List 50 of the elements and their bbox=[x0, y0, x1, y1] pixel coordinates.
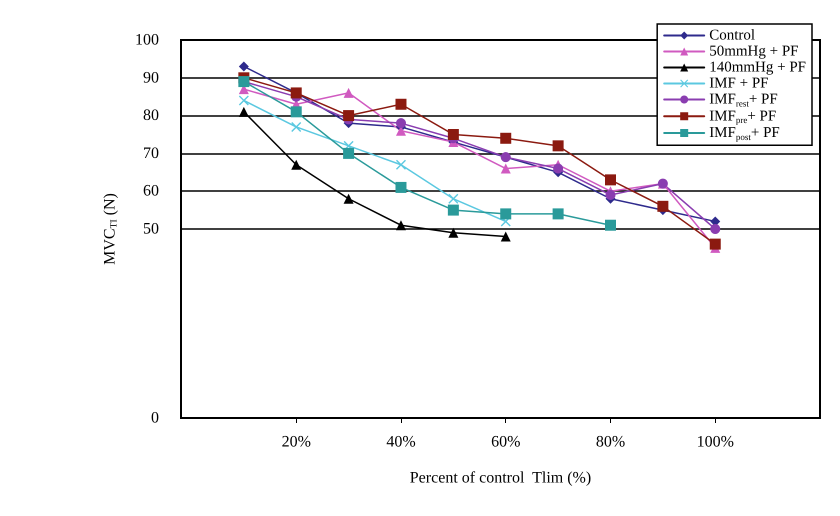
point bbox=[657, 200, 668, 212]
y-tick-label: 0 bbox=[151, 410, 159, 426]
y-tick-label: 50 bbox=[143, 220, 159, 238]
point bbox=[448, 204, 459, 216]
point bbox=[710, 224, 720, 234]
point bbox=[710, 238, 721, 250]
point bbox=[553, 164, 564, 174]
point bbox=[291, 160, 302, 170]
point bbox=[500, 232, 511, 242]
y-axis-title: MVCTI (N) bbox=[102, 193, 120, 265]
point bbox=[343, 148, 354, 159]
point bbox=[291, 122, 302, 132]
y-tick-label: 70 bbox=[143, 144, 159, 162]
y-tick-label: 60 bbox=[143, 182, 159, 200]
point bbox=[604, 174, 616, 186]
x-axis-title: Percent of control Tlim (%) bbox=[410, 470, 592, 486]
point bbox=[344, 88, 354, 98]
point bbox=[500, 132, 512, 144]
x-tick-label: 80% bbox=[596, 434, 626, 450]
point bbox=[448, 194, 458, 204]
point bbox=[552, 140, 564, 152]
legend-label: 50mmHg + PF bbox=[709, 44, 798, 60]
point bbox=[606, 190, 616, 200]
point bbox=[396, 220, 406, 230]
point bbox=[238, 95, 249, 106]
point bbox=[552, 208, 564, 220]
x-tick-label: 100% bbox=[696, 434, 734, 450]
point bbox=[238, 106, 249, 117]
y-tick-label: 90 bbox=[143, 69, 159, 86]
point bbox=[500, 164, 511, 174]
legend-label: IMF + PF bbox=[709, 76, 769, 92]
point bbox=[396, 160, 406, 170]
point bbox=[290, 106, 302, 118]
point bbox=[448, 129, 459, 140]
x-tick-label: 20% bbox=[282, 434, 311, 450]
y-tick-label: 100 bbox=[135, 32, 159, 48]
point bbox=[238, 61, 249, 72]
y-tick-label: 80 bbox=[143, 107, 159, 124]
point bbox=[500, 208, 512, 220]
point bbox=[343, 110, 354, 122]
x-tick-label: 40% bbox=[386, 434, 416, 450]
point bbox=[604, 220, 616, 231]
point bbox=[396, 118, 406, 128]
x-tick-label: 60% bbox=[491, 434, 520, 450]
point bbox=[448, 228, 458, 238]
legend-label: 140mmHg + PF bbox=[709, 60, 806, 76]
point bbox=[344, 194, 354, 204]
legend-label: Control bbox=[709, 28, 756, 44]
point bbox=[395, 98, 406, 110]
point bbox=[395, 182, 406, 193]
